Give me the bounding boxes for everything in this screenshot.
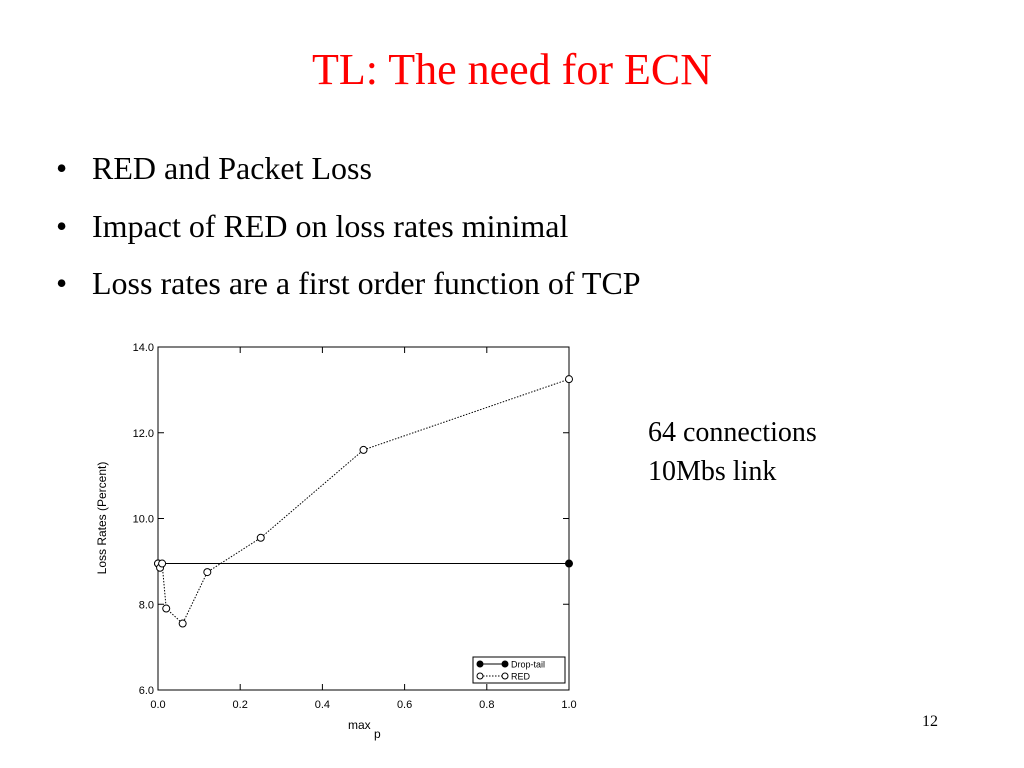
bullet-dot: • — [56, 150, 67, 186]
bullet: RED and Packet Loss — [92, 150, 372, 186]
legend-label: Drop-tail — [511, 660, 545, 670]
legend-marker — [501, 660, 509, 668]
y-tick-label: 6.0 — [139, 685, 154, 697]
slide-title: TL: The need for ECN — [312, 45, 712, 94]
data-point — [359, 445, 368, 454]
x-tick-label: 0.4 — [315, 699, 330, 711]
data-point — [565, 559, 573, 568]
note-line: 64 connections — [648, 417, 817, 448]
legend-label: RED — [511, 672, 531, 682]
data-point — [565, 375, 573, 384]
data-point — [158, 559, 167, 568]
x-tick-label: 0.8 — [479, 699, 494, 711]
y-axis-label: Loss Rates (Percent) — [95, 462, 109, 575]
chart: Loss Rates (Percent) max p 6.0 8.0 10.0 12.… — [95, 342, 577, 741]
x-axis-label: max — [348, 718, 371, 732]
y-tick-label: 14.0 — [133, 342, 154, 354]
page-number: 12 — [922, 713, 938, 730]
y-tick-label: 10.0 — [133, 514, 154, 526]
y-tick-label: 12.0 — [133, 428, 154, 440]
bullet-dot: • — [56, 265, 67, 301]
x-tick-label: 0.0 — [150, 699, 165, 711]
data-point — [256, 533, 265, 542]
bullet: Impact of RED on loss rates minimal — [92, 208, 568, 244]
note-line: 10Mbs link — [648, 456, 776, 487]
legend-marker — [501, 672, 509, 680]
x-tick-label: 0.6 — [397, 699, 412, 711]
x-tick-label: 1.0 — [561, 699, 576, 711]
data-point — [203, 568, 212, 577]
data-point — [178, 619, 187, 628]
bullet-dot: • — [56, 208, 67, 244]
legend-marker — [476, 672, 484, 680]
x-axis-label-subscript: p — [374, 727, 381, 741]
legend-box — [472, 656, 566, 684]
data-point — [162, 604, 171, 613]
legend-marker — [476, 660, 484, 668]
bullet: Loss rates are a first order function of… — [92, 265, 641, 301]
y-tick-label: 8.0 — [139, 599, 154, 611]
x-tick-label: 0.2 — [233, 699, 248, 711]
